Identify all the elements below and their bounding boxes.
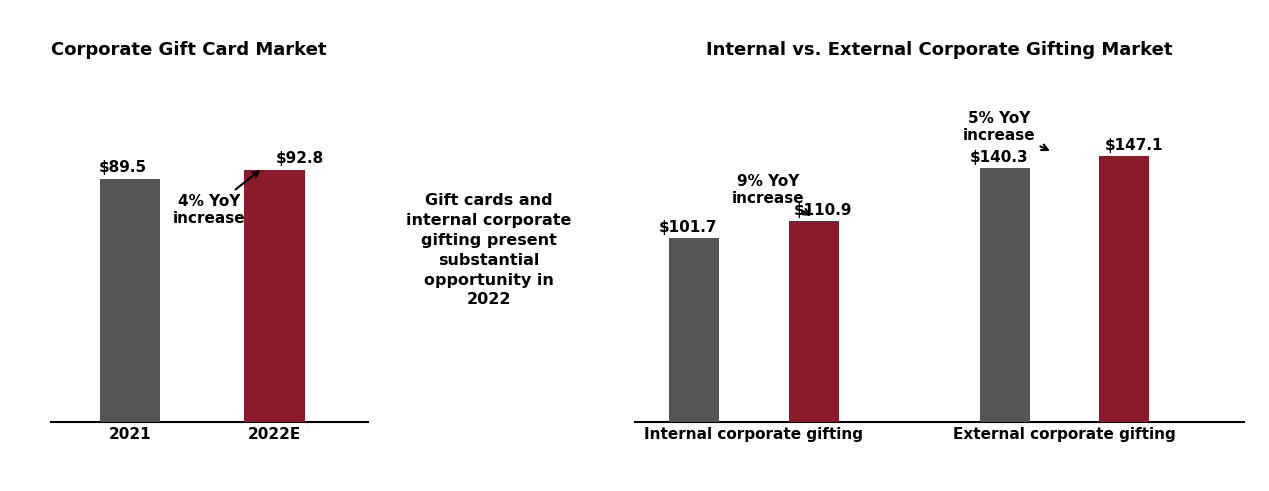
Bar [100,179,160,422]
Text: $147.1: $147.1 [1104,138,1162,153]
Text: $101.7: $101.7 [659,220,717,235]
Bar [788,221,839,422]
Text: $89.5: $89.5 [99,160,147,175]
Text: 4% YoY
increase: 4% YoY increase [173,171,259,226]
Text: 5% YoY
increase: 5% YoY increase [962,110,1048,150]
Text: $92.8: $92.8 [277,151,325,166]
Text: $140.3: $140.3 [970,150,1028,165]
Text: $110.9: $110.9 [794,203,853,218]
Text: Gift cards and
internal corporate
gifting present
substantial
opportunity in
202: Gift cards and internal corporate giftin… [406,193,571,307]
Bar [980,168,1030,422]
FancyBboxPatch shape [377,82,600,419]
Text: Corporate Gift Card Market: Corporate Gift Card Market [51,41,326,59]
Bar [244,170,305,422]
Bar [1099,156,1150,422]
Bar [669,238,720,422]
Title: Internal vs. External Corporate Gifting Market: Internal vs. External Corporate Gifting … [706,41,1173,59]
Text: 9% YoY
increase: 9% YoY increase [732,174,810,215]
